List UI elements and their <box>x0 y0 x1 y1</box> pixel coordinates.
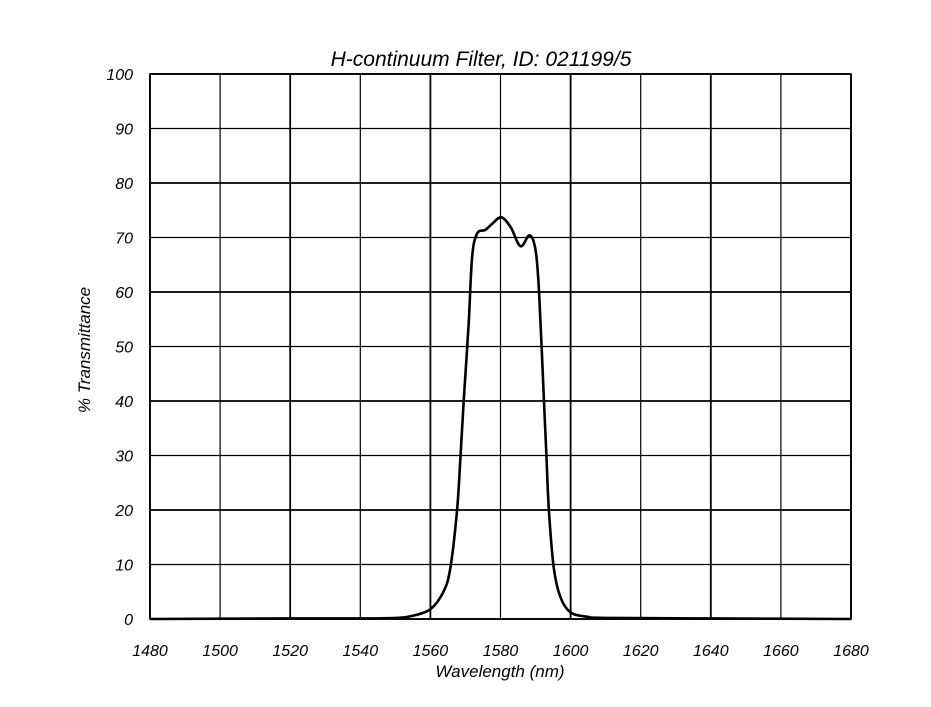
x-tick-label: 1660 <box>763 643 799 660</box>
y-tick-label: 60 <box>115 285 133 302</box>
x-tick-label: 1640 <box>693 643 729 660</box>
x-tick-labels: 1480 1500 1520 1540 1560 1580 1600 1620 1640 1660… <box>132 643 869 660</box>
x-tick-label: 1680 <box>833 643 869 660</box>
x-tick-label: 1580 <box>483 643 519 660</box>
y-tick-labels: 0 10 20 30 40 50 60 70 80 90 100 <box>106 67 133 629</box>
chart-title: H-continuum Filter, ID: 021199/5 <box>331 48 632 71</box>
y-axis-label: % Transmittance <box>75 287 94 413</box>
y-tick-label: 100 <box>106 67 133 84</box>
x-tick-label: 1480 <box>132 643 168 660</box>
y-tick-label: 70 <box>115 231 133 248</box>
y-tick-label: 80 <box>115 176 133 193</box>
series-line <box>149 216 852 621</box>
x-tick-label: 1500 <box>202 643 238 660</box>
x-tick-label: 1600 <box>553 643 589 660</box>
y-tick-label: 10 <box>115 558 133 575</box>
x-tick-label: 1620 <box>623 643 659 660</box>
x-tick-label: 1540 <box>343 643 379 660</box>
x-tick-label: 1560 <box>413 643 449 660</box>
y-tick-label: 40 <box>115 394 133 411</box>
x-tick-label: 1520 <box>272 643 308 660</box>
plot-frame <box>149 73 852 620</box>
y-tick-label: 90 <box>115 122 133 139</box>
y-tick-label: 0 <box>124 612 133 629</box>
y-tick-label: 30 <box>115 449 133 466</box>
y-tick-label: 20 <box>114 503 133 520</box>
x-axis-label: Wavelength (nm) <box>435 662 564 681</box>
grid <box>149 73 852 620</box>
y-tick-label: 50 <box>115 340 133 357</box>
